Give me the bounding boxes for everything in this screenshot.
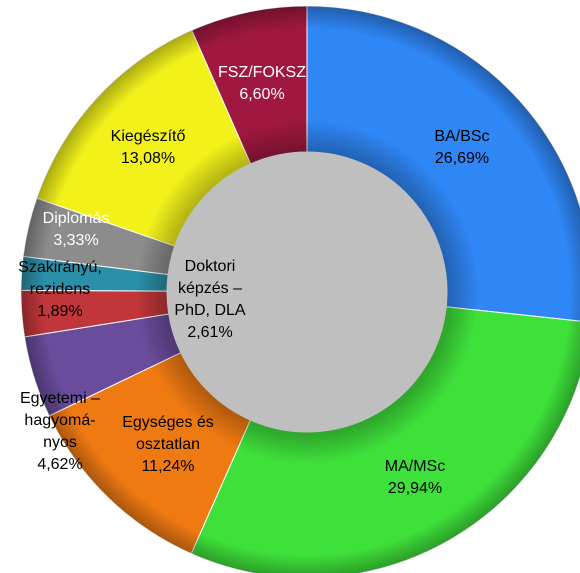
value-label: 4,62% — [37, 456, 82, 473]
label-line: nyos — [43, 434, 77, 451]
label-line: FSZ/FOKSZ — [218, 64, 306, 81]
slice-label: MA/MSc — [385, 458, 445, 475]
value-label: 6,60% — [239, 86, 284, 103]
label-line: osztatlan — [136, 436, 200, 453]
label-line: Egységes és — [122, 414, 214, 431]
value-label: 2,61% — [187, 324, 232, 341]
label-line: Doktori — [185, 258, 236, 275]
label-line: Kiegészítő — [111, 128, 186, 145]
value-label: 3,33% — [53, 232, 98, 249]
slice-label: Diplomás — [43, 210, 110, 227]
value-label: 1,89% — [37, 303, 82, 320]
label-line: Egyetemi – — [20, 390, 100, 407]
value-label: 29,94% — [388, 480, 442, 497]
label-line: BA/BSc — [434, 128, 489, 145]
slice — [190, 306, 580, 573]
value-label: 26,69% — [435, 150, 489, 167]
slice-label: Szakirányú, rezidens — [18, 259, 102, 298]
label-line: MA/MSc — [385, 458, 445, 475]
labels: BA/BSc 26,69% MA/MSc 29,94% Egységes és oszta… — [18, 64, 489, 497]
value-label: 11,24% — [141, 458, 194, 475]
slice-label: FSZ/FOKSZ — [218, 64, 306, 81]
label-line: hagyomá- — [24, 412, 95, 429]
slice-label: Egységes és osztatlan — [122, 414, 214, 453]
slices — [20, 5, 580, 573]
slice-label: Egyetemi – hagyomá-nyos — [20, 390, 100, 451]
slice-label: Doktori képzés – PhD, DLA — [174, 258, 245, 319]
label-line: képzés – — [178, 280, 242, 297]
label-line: Diplomás — [43, 210, 110, 227]
label-line: rezidens — [30, 281, 90, 298]
slice-label: BA/BSc — [434, 128, 489, 145]
value-label: 13,08% — [121, 150, 175, 167]
label-line: Szakirányú, — [18, 259, 102, 276]
slice-label: Kiegészítő — [111, 128, 186, 145]
label-line: PhD, DLA — [174, 302, 245, 319]
